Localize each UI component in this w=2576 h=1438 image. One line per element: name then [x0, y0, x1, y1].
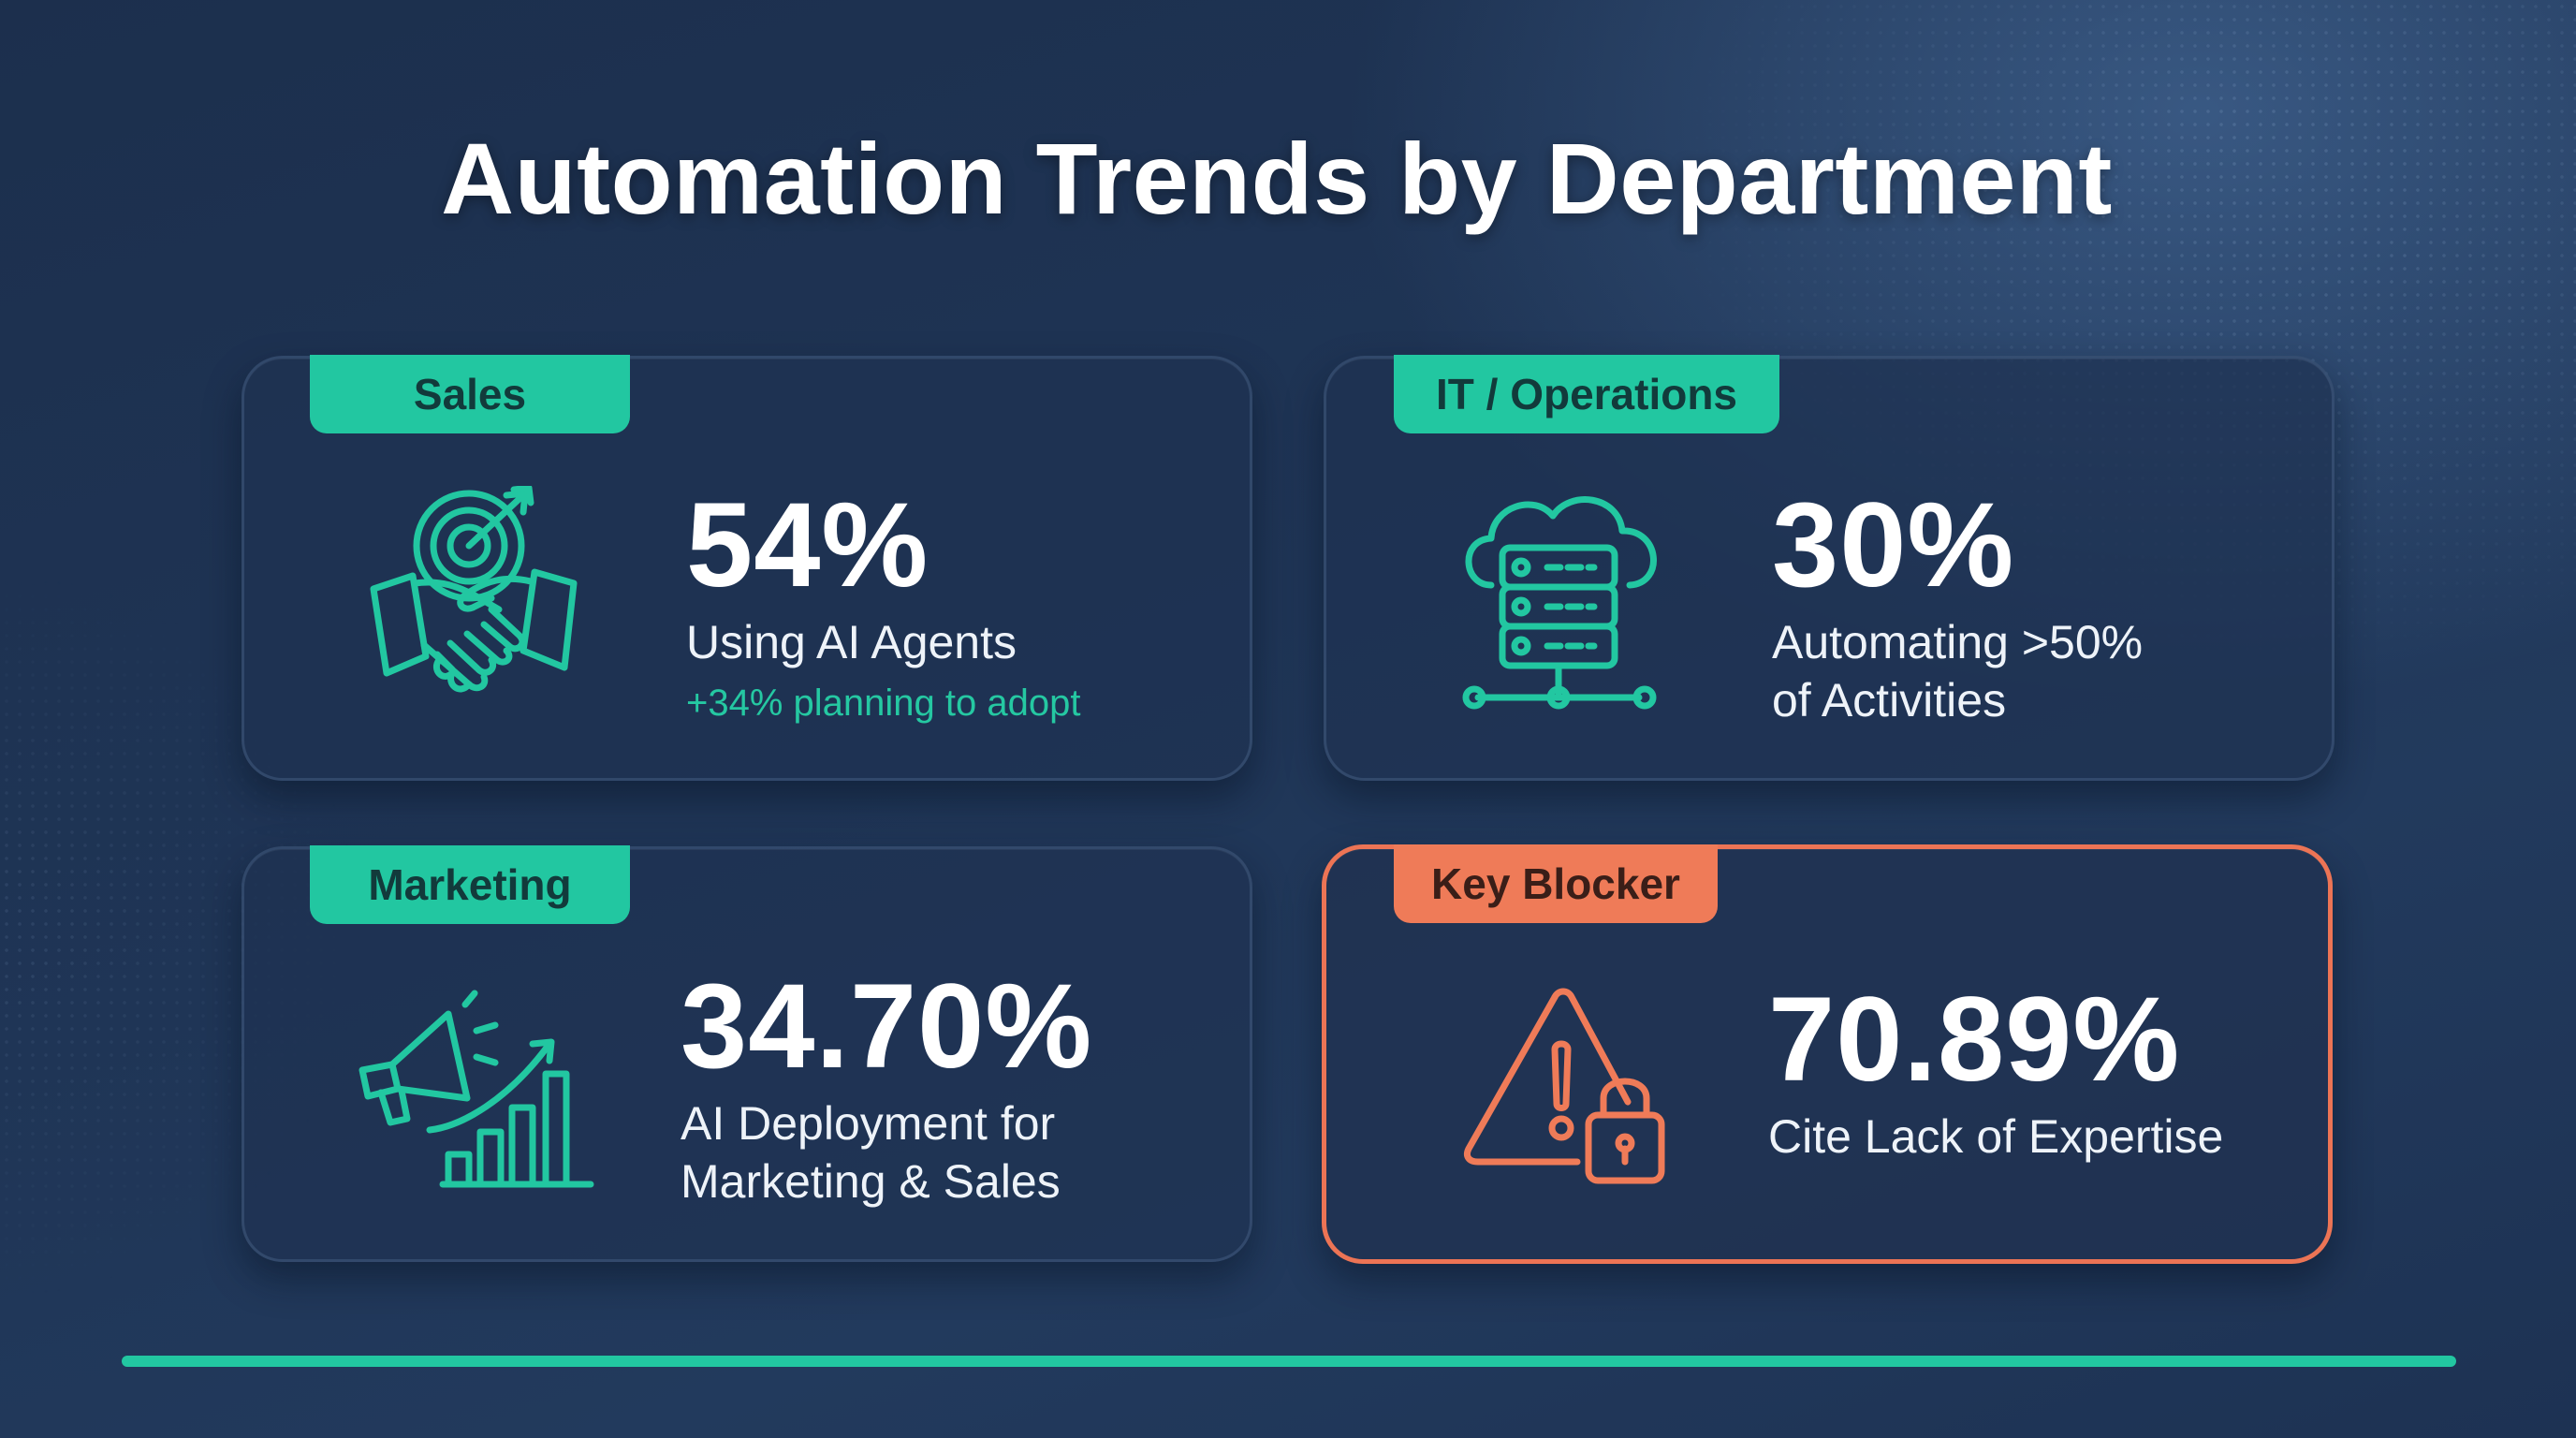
sales-card: Sales 54% Using AI Agents +34% planning …: [242, 355, 1252, 781]
target-handshake-icon: [370, 486, 578, 693]
sales-tag: Sales: [310, 355, 630, 433]
page-title: Automation Trends by Department: [441, 122, 2113, 235]
key-blocker-label-line-1: Cite Lack of Expertise: [1768, 1110, 2224, 1163]
it-operations-label-line-2: of Activities: [1772, 674, 2007, 726]
cloud-server-icon: [1462, 496, 1657, 710]
warning-lock-icon: [1463, 988, 1665, 1184]
megaphone-growth-chart-icon: [359, 990, 594, 1188]
marketing-card: Marketing 34.70% AI Deployment for Marke…: [242, 845, 1252, 1262]
it-operations-label-line-1: Automating >50%: [1772, 616, 2144, 668]
marketing-label-line-2: Marketing & Sales: [681, 1155, 1061, 1208]
it-operations-tag: IT / Operations: [1394, 355, 1779, 433]
marketing-value: 34.70%: [681, 960, 1093, 1093]
marketing-label-line-1: AI Deployment for: [681, 1097, 1056, 1150]
sales-label-line-1: Using AI Agents: [686, 616, 1017, 668]
accent-divider-line: [122, 1356, 2456, 1367]
sales-value: 54%: [686, 478, 929, 612]
it-operations-card: IT / Operations 30% Automating >50% of A…: [1324, 355, 2334, 781]
key-blocker-card: Key Blocker 70.89% Cite Lack of Expertis…: [1322, 844, 2333, 1264]
key-blocker-value: 70.89%: [1768, 973, 2181, 1107]
marketing-tag: Marketing: [310, 845, 630, 924]
key-blocker-tag: Key Blocker: [1394, 844, 1718, 923]
sales-sublabel: +34% planning to adopt: [686, 682, 1081, 724]
it-operations-value: 30%: [1772, 478, 2015, 612]
